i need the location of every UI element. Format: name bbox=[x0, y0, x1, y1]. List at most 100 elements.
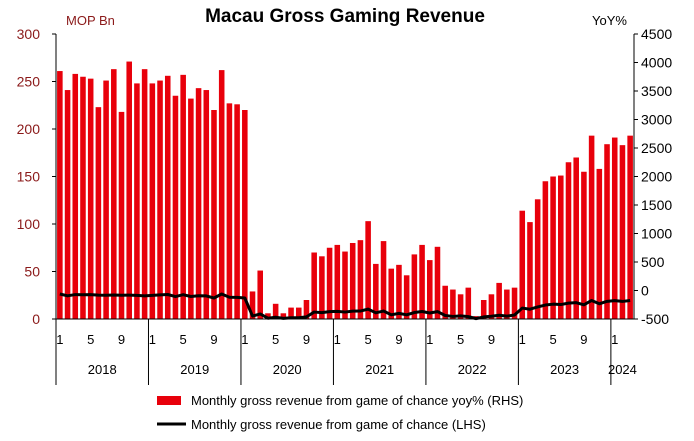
month-tick-label: 1 bbox=[519, 332, 526, 347]
right-tick-label: 1000 bbox=[641, 226, 672, 242]
bar bbox=[434, 246, 441, 319]
legend-label-line: Monthly gross revenue from game of chanc… bbox=[191, 417, 486, 432]
bar bbox=[565, 162, 572, 319]
bar bbox=[87, 78, 94, 320]
month-tick-label: 9 bbox=[118, 332, 125, 347]
bar bbox=[249, 291, 256, 319]
bar bbox=[118, 111, 125, 320]
bar bbox=[519, 210, 526, 319]
right-tick-label: 0 bbox=[641, 283, 649, 299]
bar bbox=[581, 171, 587, 319]
bar bbox=[558, 175, 564, 319]
month-tick-label: 5 bbox=[457, 332, 464, 347]
left-tick-label: 200 bbox=[17, 121, 41, 137]
bar bbox=[57, 71, 63, 319]
year-label: 2019 bbox=[180, 362, 209, 377]
bar bbox=[488, 294, 495, 319]
year-label: 2024 bbox=[608, 362, 637, 377]
bar bbox=[427, 260, 433, 319]
chart-title: Macau Gross Gaming Revenue bbox=[205, 6, 485, 27]
month-tick-label: 9 bbox=[210, 332, 217, 347]
right-tick-label: 2500 bbox=[641, 140, 672, 156]
bar bbox=[357, 240, 364, 319]
month-tick-label: 1 bbox=[149, 332, 156, 347]
right-tick-label: 4500 bbox=[641, 26, 672, 42]
bar bbox=[480, 300, 487, 319]
bar bbox=[627, 135, 633, 319]
bar bbox=[504, 289, 510, 319]
year-label: 2021 bbox=[365, 362, 394, 377]
bar bbox=[326, 247, 333, 319]
month-tick-label: 5 bbox=[365, 332, 372, 347]
bar bbox=[419, 244, 425, 319]
month-tick-label: 9 bbox=[488, 332, 495, 347]
month-tick-label: 5 bbox=[549, 332, 556, 347]
axes: 0 50 100 150 200 250 300 -500 0 500 1000 1500 2000 25… bbox=[17, 26, 672, 385]
bar bbox=[218, 70, 225, 319]
bar bbox=[288, 307, 294, 319]
bar bbox=[619, 145, 626, 319]
bar bbox=[380, 241, 387, 319]
bar bbox=[242, 110, 248, 319]
year-label: 2022 bbox=[458, 362, 487, 377]
month-tick-label: 1 bbox=[426, 332, 433, 347]
bar bbox=[111, 69, 117, 320]
month-tick-label: 9 bbox=[580, 332, 587, 347]
bar bbox=[195, 88, 202, 320]
bar bbox=[295, 307, 302, 319]
bar bbox=[188, 98, 194, 319]
bar bbox=[588, 135, 595, 319]
right-tick-label: 3000 bbox=[641, 112, 672, 128]
month-tick-label: 5 bbox=[272, 332, 279, 347]
left-tick-label: 300 bbox=[17, 26, 41, 42]
bar bbox=[365, 221, 371, 319]
month-tick-label: 5 bbox=[180, 332, 187, 347]
bar bbox=[496, 282, 502, 319]
left-tick-label: 50 bbox=[24, 264, 40, 280]
bar bbox=[265, 313, 271, 319]
year-label: 2020 bbox=[273, 362, 302, 377]
bar bbox=[141, 69, 148, 320]
month-tick-label: 9 bbox=[303, 332, 310, 347]
bar bbox=[203, 90, 210, 319]
month-tick-label: 5 bbox=[87, 332, 94, 347]
bar bbox=[95, 107, 102, 320]
bar bbox=[319, 256, 325, 319]
legend-swatch-bar bbox=[157, 396, 181, 405]
bar bbox=[134, 83, 140, 320]
bar bbox=[72, 73, 79, 320]
bar-series bbox=[57, 61, 633, 320]
month-tick-label: 1 bbox=[334, 332, 341, 347]
bar bbox=[226, 103, 233, 319]
series-line bbox=[59, 292, 631, 321]
bar bbox=[280, 313, 287, 319]
left-tick-label: 250 bbox=[17, 74, 41, 90]
line-series bbox=[59, 292, 631, 321]
right-tick-label: 1500 bbox=[641, 197, 672, 213]
bar bbox=[311, 252, 317, 319]
right-tick-label: 500 bbox=[641, 254, 665, 270]
right-tick-label: 4000 bbox=[641, 55, 672, 71]
bar bbox=[596, 168, 603, 319]
bar bbox=[573, 157, 579, 319]
left-tick-label: 100 bbox=[17, 216, 41, 232]
bar bbox=[349, 243, 356, 319]
legend: Monthly gross revenue from game of chanc… bbox=[157, 393, 523, 432]
month-tick-label: 1 bbox=[56, 332, 63, 347]
bar bbox=[180, 74, 186, 319]
bar bbox=[442, 285, 448, 319]
bar bbox=[149, 83, 156, 320]
bar bbox=[103, 80, 109, 319]
right-tick-label: -500 bbox=[641, 311, 669, 327]
bar bbox=[64, 90, 71, 319]
bar bbox=[257, 270, 263, 319]
bar bbox=[465, 287, 472, 319]
month-tick-label: 1 bbox=[241, 332, 248, 347]
bar bbox=[342, 251, 348, 319]
left-tick-label: 0 bbox=[32, 311, 40, 327]
bar bbox=[611, 137, 618, 319]
bar bbox=[172, 95, 179, 319]
bar bbox=[542, 181, 549, 319]
bar bbox=[411, 254, 418, 319]
